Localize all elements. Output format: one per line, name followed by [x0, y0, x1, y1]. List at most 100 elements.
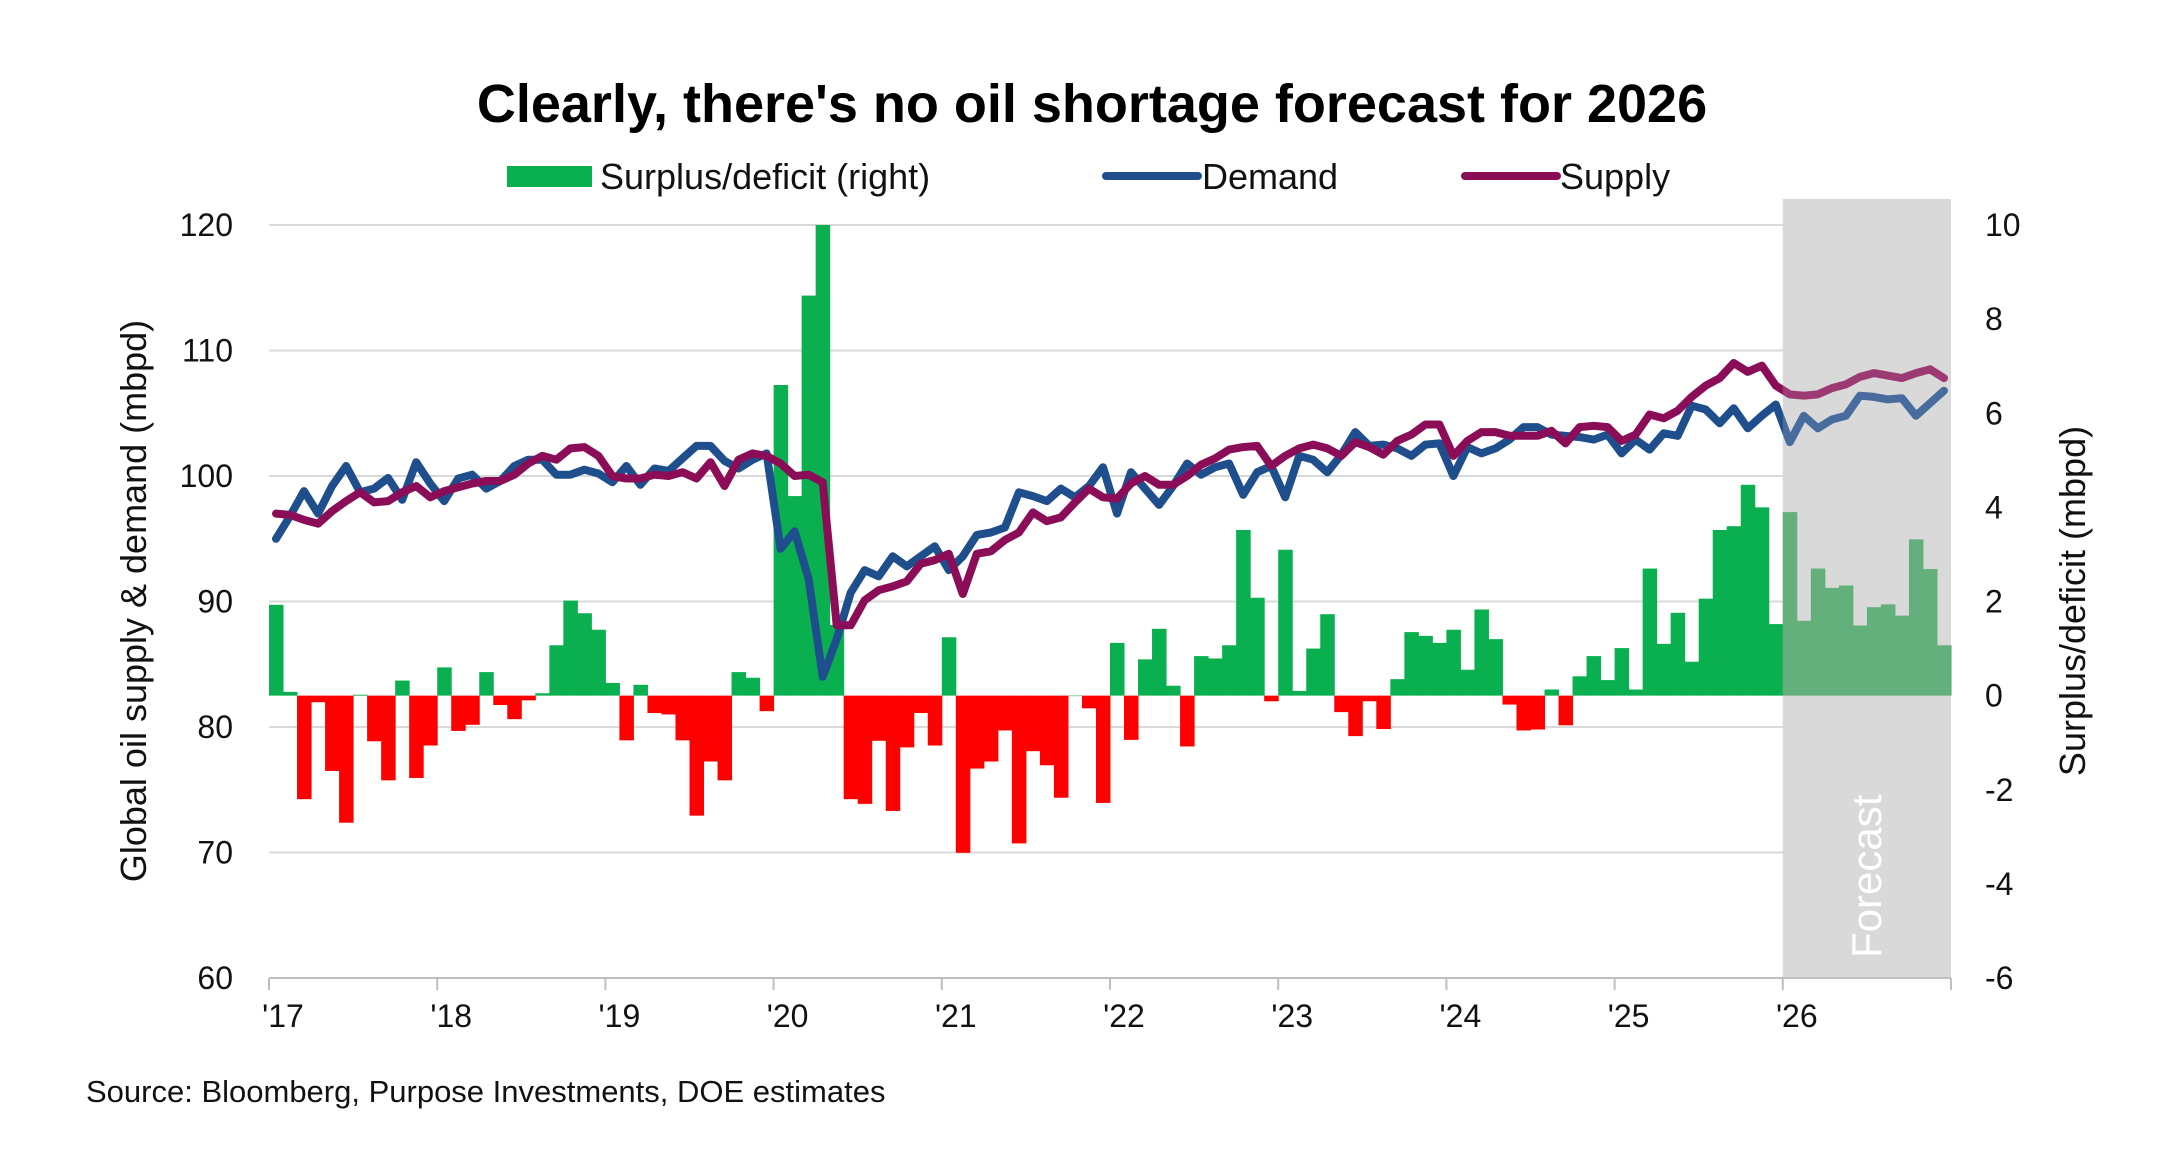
right-axis-title: Surplus/deficit (mbpd) [2052, 426, 2093, 776]
surplus-bar [1712, 529, 1728, 696]
deficit-bar [1348, 695, 1363, 737]
deficit-bar [927, 695, 943, 746]
deficit-bar [409, 695, 424, 778]
deficit-bar [521, 695, 536, 701]
surplus-bar [283, 691, 298, 696]
surplus-bar [1488, 639, 1503, 696]
deficit-bar [507, 695, 522, 720]
deficit-bar [451, 695, 466, 731]
chart-title: Clearly, there's no oil shortage forecas… [477, 74, 1707, 134]
forecast-overlay-rect [1782, 199, 1951, 978]
surplus-bar [1726, 526, 1742, 696]
deficit-bar [1530, 695, 1546, 730]
surplus-bar [1866, 607, 1882, 696]
surplus-bar [1600, 680, 1616, 696]
legend: Surplus/deficit (right) Demand Supply [507, 156, 1670, 197]
surplus-bar [1852, 625, 1868, 696]
deficit-bar [689, 695, 705, 816]
deficit-bar [1180, 695, 1195, 747]
gridlines [269, 224, 1951, 854]
deficit-bar [493, 695, 508, 706]
surplus-bar [1152, 628, 1167, 696]
surplus-bar [1250, 597, 1265, 696]
left-tick-label: 110 [182, 333, 233, 369]
left-tick-label: 60 [197, 960, 233, 996]
deficit-bar [297, 695, 312, 800]
deficit-bar [1558, 695, 1574, 726]
surplus-bar [1880, 604, 1896, 696]
supply-line [272, 359, 1948, 630]
deficit-bar [1362, 695, 1377, 702]
surplus-bar [1446, 629, 1461, 696]
right-tick-label: 2 [1985, 584, 2003, 620]
deficit-bar [871, 695, 887, 741]
surplus-bar [1208, 658, 1223, 696]
surplus-bar [535, 693, 550, 696]
surplus-bar [437, 667, 452, 696]
surplus-bar [1194, 656, 1209, 696]
right-tick-label: -6 [1985, 960, 2013, 996]
surplus-bar [605, 682, 620, 696]
deficit-bar [339, 695, 354, 823]
surplus-bar [1656, 643, 1672, 696]
right-tick-label: 0 [1985, 678, 2003, 714]
surplus-bar [731, 672, 747, 696]
surplus-bar [563, 600, 578, 696]
surplus-bar [1824, 587, 1840, 696]
x-tick-label: '22 [1103, 998, 1145, 1034]
x-tick-label: '21 [935, 998, 977, 1034]
x-tick-label: '23 [1271, 998, 1313, 1034]
deficit-bar [1039, 695, 1055, 766]
deficit-bar [983, 695, 999, 762]
surplus-bar [1236, 529, 1251, 696]
surplus-bar [577, 613, 592, 696]
deficit-bar [1053, 695, 1069, 798]
left-tick-label: 70 [197, 835, 233, 871]
demand-line [272, 386, 1948, 681]
surplus-bar [1670, 612, 1686, 696]
deficit-bar [661, 695, 676, 715]
source-note: Source: Bloomberg, Purpose Investments, … [86, 1074, 885, 1109]
surplus-bar [1418, 635, 1433, 696]
surplus-bar [1474, 609, 1489, 696]
deficit-bar [969, 695, 985, 769]
deficit-bar [1011, 695, 1027, 844]
surplus-bar [1460, 669, 1475, 696]
deficit-bar [1124, 695, 1139, 740]
deficit-bar [955, 695, 971, 853]
x-tick-label: '25 [1608, 998, 1650, 1034]
deficit-bar [1502, 695, 1517, 705]
legend-label-demand: Demand [1202, 156, 1338, 197]
forecast-overlay: Forecast [1782, 199, 1951, 978]
deficit-bar [857, 695, 873, 804]
surplus-bar [815, 225, 831, 696]
surplus-bar [745, 677, 761, 696]
surplus-bar [1586, 656, 1602, 696]
forecast-label: Forecast [1843, 794, 1890, 958]
surplus-bar [1432, 642, 1447, 696]
deficit-bar [899, 695, 915, 748]
deficit-bar [325, 695, 340, 771]
right-tick-label: -4 [1985, 866, 2013, 902]
deficit-bar [1334, 695, 1349, 713]
deficit-bar [1264, 695, 1279, 702]
deficit-bar [1081, 695, 1097, 709]
surplus-bar [1166, 685, 1181, 696]
x-tick-label: '18 [430, 998, 472, 1034]
axes: 60 70 80 90 100 110 120 -6 -4 -2 0 2 4 6 8 10 '17 '18 '19 '… [180, 207, 2021, 1034]
surplus-bar [1110, 642, 1125, 696]
surplus-bar [1782, 512, 1798, 696]
surplus-bar [1922, 569, 1938, 696]
deficit-bar [1516, 695, 1531, 731]
deficit-bar [1095, 695, 1111, 803]
surplus-bar [1292, 690, 1307, 696]
surplus-deficit-bars [269, 225, 1952, 853]
x-tick-label: '20 [767, 998, 809, 1034]
surplus-bar [1642, 568, 1658, 696]
surplus-bar [549, 645, 564, 696]
deficit-bar [717, 695, 733, 781]
surplus-bar [353, 694, 368, 696]
deficit-bar [703, 695, 719, 762]
surplus-bar [1698, 598, 1714, 696]
